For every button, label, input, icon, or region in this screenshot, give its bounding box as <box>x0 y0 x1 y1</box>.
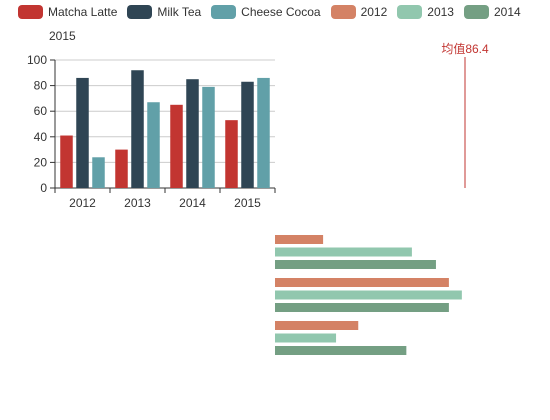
legend-label: 2012 <box>360 5 388 19</box>
bar <box>257 77 270 188</box>
x-tick-label: 2015 <box>234 196 261 210</box>
y-tick-label: 20 <box>34 155 48 169</box>
bar <box>275 247 412 257</box>
mark-line-label: 均值86.4 <box>441 41 489 56</box>
x-tick-label: 2013 <box>124 196 151 210</box>
bar <box>275 260 436 269</box>
legend-label: Cheese Cocoa <box>241 5 321 19</box>
x-tick-label: 2014 <box>179 196 206 210</box>
legend: Matcha Latte Milk Tea Cheese Cocoa 2012 2013… <box>18 3 531 21</box>
y-tick-label: 100 <box>27 53 47 67</box>
legend-label: 2014 <box>493 5 521 19</box>
y-tick-label: 80 <box>34 79 48 93</box>
legend-swatch <box>397 5 423 19</box>
bar <box>131 70 144 188</box>
bar <box>170 104 183 188</box>
bar <box>275 290 462 300</box>
y-tick-label: 60 <box>34 104 48 118</box>
y-tick-label: 0 <box>40 181 47 195</box>
legend-label: 2013 <box>427 5 454 19</box>
bar <box>275 235 324 244</box>
legend-swatch <box>211 5 237 19</box>
bar <box>275 333 337 343</box>
bar <box>225 120 238 188</box>
legend-item[interactable]: 2014 <box>463 5 521 19</box>
bar <box>115 149 128 188</box>
bar <box>275 278 449 287</box>
legend-swatch <box>463 5 489 19</box>
y-tick-label: 40 <box>34 130 48 144</box>
bar <box>186 79 199 188</box>
legend-label: Milk Tea <box>157 5 202 19</box>
legend-item[interactable]: Milk Tea <box>127 5 201 19</box>
legend-swatch <box>330 5 356 19</box>
bar <box>241 81 254 188</box>
bar <box>202 86 215 188</box>
legend-swatch <box>127 5 153 19</box>
legend-label: Matcha Latte <box>48 5 118 19</box>
bar <box>76 77 89 188</box>
legend-item[interactable]: Matcha Latte <box>18 5 117 19</box>
horizontal-bar-chart <box>275 235 462 355</box>
legend-item[interactable]: 2013 <box>397 5 454 19</box>
legend-swatch <box>18 5 43 19</box>
markline-chart: 均值86.4 <box>441 41 489 188</box>
bar <box>60 135 73 188</box>
bar <box>275 346 407 355</box>
chart-title: 2015 <box>49 29 76 43</box>
legend-item[interactable]: 2012 <box>330 5 388 19</box>
bar <box>275 321 359 330</box>
bar <box>92 157 105 188</box>
x-tick-label: 2012 <box>69 196 96 210</box>
bar <box>275 303 449 312</box>
legend-item[interactable]: Cheese Cocoa <box>211 5 321 19</box>
bar <box>147 102 160 188</box>
vertical-bar-chart: 2015 0 20 40 60 80 100 2012 2013 2014 2015 <box>27 29 276 210</box>
